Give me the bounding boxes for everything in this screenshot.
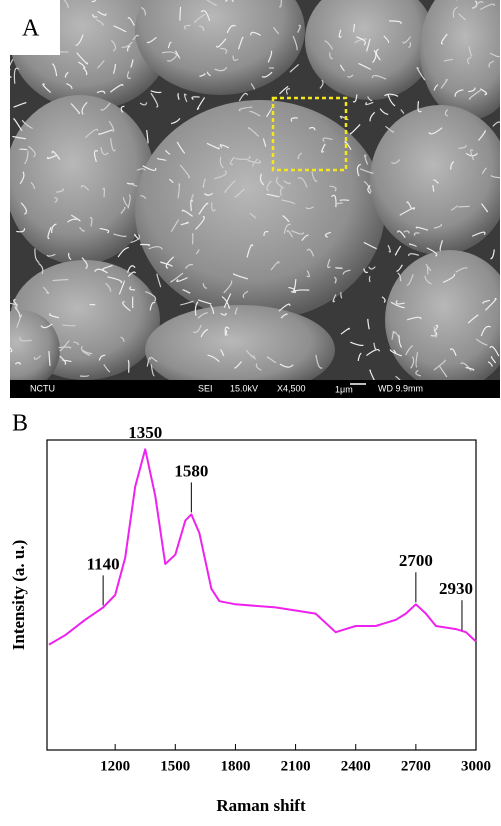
panel-label: A — [22, 16, 40, 42]
info-text: SEI — [198, 383, 213, 393]
x-axis-label: Raman shift — [216, 796, 306, 815]
annotation-label: 1580 — [174, 461, 208, 480]
plot-frame — [47, 440, 476, 750]
info-text: 15.0kV — [230, 383, 258, 393]
texture — [336, 268, 343, 269]
x-tick-label: 2400 — [341, 758, 371, 774]
annotation-label: 2930 — [439, 579, 473, 598]
texture — [127, 183, 134, 184]
x-tick-label: 1200 — [100, 758, 130, 774]
y-axis-label: Intensity (a. u.) — [9, 540, 28, 651]
figure: A NCTU SEI 15.0kV X4,500 1μm WD 9.9mm B … — [0, 0, 501, 821]
sem-image — [0, 0, 501, 395]
info-text: WD 9.9mm — [378, 383, 423, 393]
annotation-label: 1140 — [87, 554, 120, 573]
x-tick-label: 1800 — [220, 758, 250, 774]
spectrum-line — [49, 449, 476, 644]
texture — [133, 297, 134, 308]
x-tick-label: 3000 — [461, 758, 491, 774]
x-tick-label: 2100 — [281, 758, 311, 774]
texture — [7, 163, 10, 171]
panel-label: B — [12, 411, 28, 437]
x-tick-label: 1500 — [160, 758, 190, 774]
info-text: X4,500 — [277, 383, 306, 393]
x-tick-label: 2700 — [401, 758, 431, 774]
info-text: 1μm — [335, 384, 353, 394]
annotation-label: 2700 — [399, 551, 433, 570]
texture — [192, 234, 193, 244]
annotation-label: 1350 — [128, 423, 162, 442]
texture — [340, 200, 349, 201]
info-text: NCTU — [30, 383, 55, 393]
texture — [180, 7, 181, 21]
